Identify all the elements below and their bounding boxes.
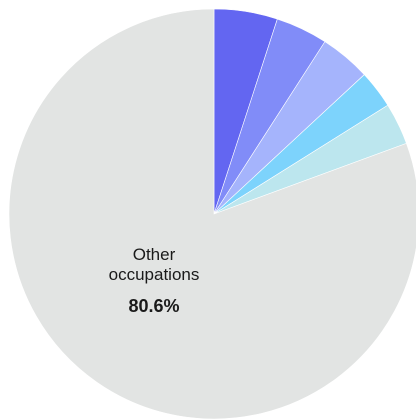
slice-label-line2: occupations [108, 265, 200, 284]
slice-label-line1: Other [132, 245, 176, 264]
slice-label-value: 80.6% [128, 296, 180, 316]
pie-slice-6 [8, 8, 416, 419]
